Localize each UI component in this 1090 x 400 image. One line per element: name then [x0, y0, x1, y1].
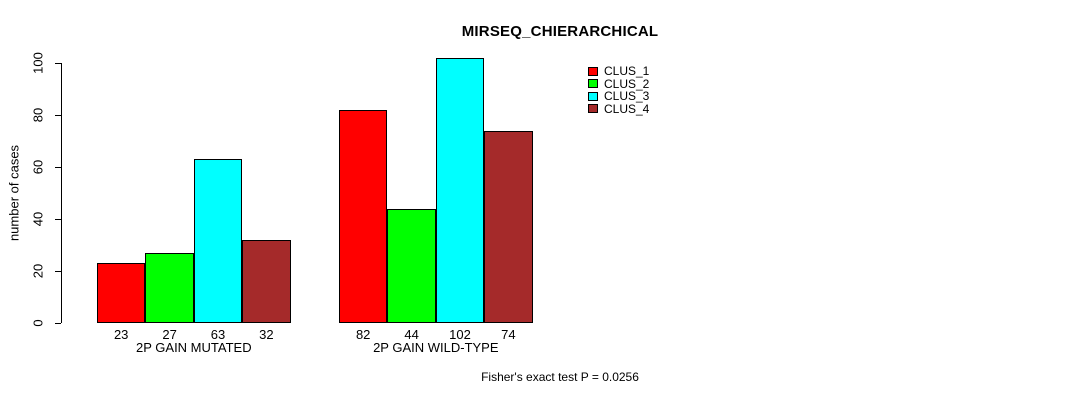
- bar-value-label: 23: [113, 327, 129, 342]
- y-axis-tick: [55, 218, 61, 220]
- bar-value-label: 27: [162, 327, 177, 342]
- bar-clus_2-group2: [387, 208, 436, 323]
- bar-value-label: 32: [259, 327, 274, 342]
- bar-clus_4-group2: [484, 130, 533, 323]
- legend-label: CLUS_2: [604, 76, 650, 91]
- y-axis-tick-label: 60: [30, 159, 46, 175]
- group-label: 2P GAIN MUTATED: [136, 340, 252, 355]
- bar-value-label: 82: [355, 327, 371, 342]
- legend-swatch-icon: [588, 79, 598, 89]
- legend-label: CLUS_4: [604, 101, 650, 116]
- y-axis-title: number of cases: [6, 144, 22, 242]
- legend-swatch-icon: [588, 104, 598, 114]
- legend-label: CLUS_1: [604, 64, 650, 79]
- y-axis-line: [61, 63, 62, 323]
- legend-swatch-icon: [588, 91, 598, 101]
- y-axis-tick: [55, 62, 61, 64]
- legend-row: CLUS_2: [588, 78, 649, 91]
- legend-row: CLUS_1: [588, 65, 649, 78]
- y-axis-tick-label: 80: [30, 107, 46, 123]
- bar-clus_4-group1: [242, 239, 291, 323]
- bar-clus_3-group2: [435, 57, 485, 323]
- bar-clus_1-group1: [97, 263, 146, 323]
- legend-row: CLUS_3: [588, 90, 649, 103]
- bar-clus_3-group1: [193, 159, 243, 323]
- y-axis-tick-label: 20: [30, 263, 46, 279]
- bar-value-label: 44: [404, 327, 419, 342]
- annotation-text: Fisher's exact test P = 0.0256: [481, 370, 639, 384]
- legend-row: CLUS_4: [588, 103, 649, 116]
- y-axis-tick-label: 100: [30, 52, 46, 74]
- bar-clus_2-group1: [145, 252, 194, 323]
- y-axis-tick-label: 40: [30, 211, 46, 227]
- chart-title: MIRSEQ_CHIERARCHICAL: [461, 23, 659, 40]
- y-axis-tick: [55, 114, 61, 116]
- y-axis-tick: [55, 322, 61, 324]
- bar-value-label: 102: [449, 327, 471, 342]
- y-axis-tick-label: 0: [30, 319, 46, 327]
- y-axis-tick: [55, 166, 61, 168]
- bar-value-label: 63: [210, 327, 226, 342]
- y-axis-tick: [55, 270, 61, 272]
- legend-label: CLUS_3: [604, 89, 650, 104]
- group-label: 2P GAIN WILD-TYPE: [373, 340, 499, 355]
- legend: CLUS_1 CLUS_2 CLUS_3 CLUS_4: [588, 65, 649, 115]
- bar-clus_1-group2: [339, 109, 388, 323]
- legend-swatch-icon: [588, 66, 598, 76]
- bar-value-label: 74: [501, 327, 516, 342]
